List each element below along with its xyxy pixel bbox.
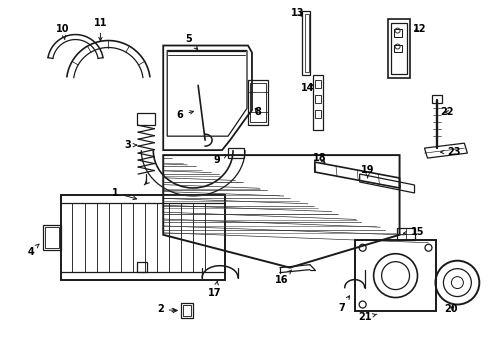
Text: 20: 20 bbox=[444, 305, 457, 315]
Bar bbox=[314, 95, 320, 103]
Text: 19: 19 bbox=[360, 165, 374, 178]
Bar bbox=[314, 110, 320, 118]
Bar bbox=[312, 75, 322, 130]
Text: 23: 23 bbox=[440, 147, 460, 157]
Text: 18: 18 bbox=[312, 153, 326, 163]
Text: 6: 6 bbox=[177, 110, 193, 120]
Text: 10: 10 bbox=[56, 24, 69, 39]
Bar bbox=[354, 240, 436, 311]
Text: 3: 3 bbox=[123, 140, 136, 150]
Text: 9: 9 bbox=[213, 155, 226, 165]
Bar bbox=[42, 225, 61, 250]
Bar bbox=[227, 148, 244, 158]
Bar bbox=[387, 19, 408, 78]
Text: 16: 16 bbox=[275, 270, 291, 285]
Bar bbox=[247, 80, 267, 125]
Bar bbox=[137, 262, 147, 272]
Bar bbox=[183, 305, 191, 316]
Text: 2: 2 bbox=[157, 305, 175, 315]
Text: 11: 11 bbox=[94, 18, 107, 41]
Bar bbox=[393, 28, 401, 37]
Text: 12: 12 bbox=[412, 24, 426, 33]
Bar bbox=[431, 95, 442, 103]
Text: 1: 1 bbox=[112, 188, 136, 199]
Text: 15: 15 bbox=[403, 227, 424, 237]
Text: 14: 14 bbox=[301, 84, 314, 93]
Bar bbox=[61, 195, 224, 280]
Text: 8: 8 bbox=[254, 107, 261, 117]
Text: 22: 22 bbox=[440, 107, 453, 117]
Bar bbox=[249, 84, 265, 122]
Bar bbox=[390, 23, 406, 75]
Bar bbox=[304, 14, 308, 72]
Text: 21: 21 bbox=[357, 312, 376, 323]
Bar bbox=[314, 80, 320, 88]
Text: 4: 4 bbox=[27, 244, 39, 257]
Bar bbox=[44, 227, 59, 248]
Bar bbox=[137, 113, 155, 125]
Bar bbox=[393, 45, 401, 53]
Text: 7: 7 bbox=[338, 296, 349, 312]
Text: 17: 17 bbox=[208, 282, 222, 298]
Text: 5: 5 bbox=[184, 33, 197, 50]
Bar bbox=[301, 11, 309, 75]
Bar bbox=[396, 228, 414, 240]
Bar bbox=[181, 302, 193, 319]
Text: 13: 13 bbox=[290, 8, 304, 18]
